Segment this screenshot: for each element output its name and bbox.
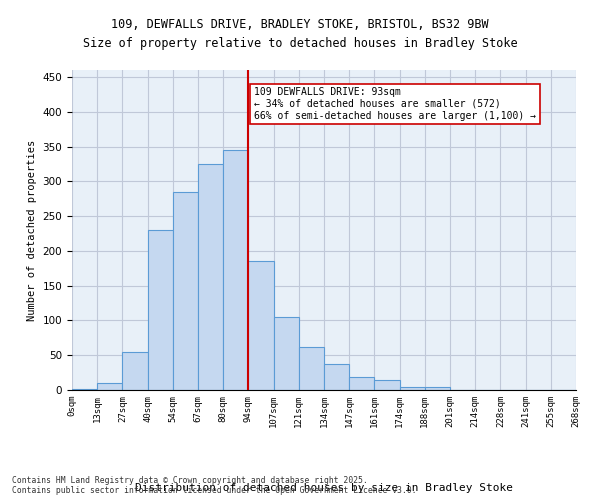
Bar xyxy=(72,388,97,390)
Bar xyxy=(122,352,148,390)
X-axis label: Distribution of detached houses by size in Bradley Stoke: Distribution of detached houses by size … xyxy=(135,482,513,492)
Bar xyxy=(349,378,374,390)
Bar xyxy=(248,262,274,390)
Bar xyxy=(274,317,299,390)
Bar xyxy=(198,164,223,390)
Bar xyxy=(173,192,198,390)
Y-axis label: Number of detached properties: Number of detached properties xyxy=(27,140,37,320)
Text: Size of property relative to detached houses in Bradley Stoke: Size of property relative to detached ho… xyxy=(83,38,517,51)
Text: Contains HM Land Registry data © Crown copyright and database right 2025.
Contai: Contains HM Land Registry data © Crown c… xyxy=(12,476,416,495)
Bar xyxy=(400,386,425,390)
Bar xyxy=(374,380,400,390)
Text: 109, DEWFALLS DRIVE, BRADLEY STOKE, BRISTOL, BS32 9BW: 109, DEWFALLS DRIVE, BRADLEY STOKE, BRIS… xyxy=(111,18,489,30)
Bar xyxy=(97,383,122,390)
Bar xyxy=(223,150,248,390)
Bar xyxy=(299,347,324,390)
Text: 109 DEWFALLS DRIVE: 93sqm
← 34% of detached houses are smaller (572)
66% of semi: 109 DEWFALLS DRIVE: 93sqm ← 34% of detac… xyxy=(254,88,536,120)
Bar xyxy=(324,364,349,390)
Bar xyxy=(148,230,173,390)
Bar xyxy=(425,386,450,390)
